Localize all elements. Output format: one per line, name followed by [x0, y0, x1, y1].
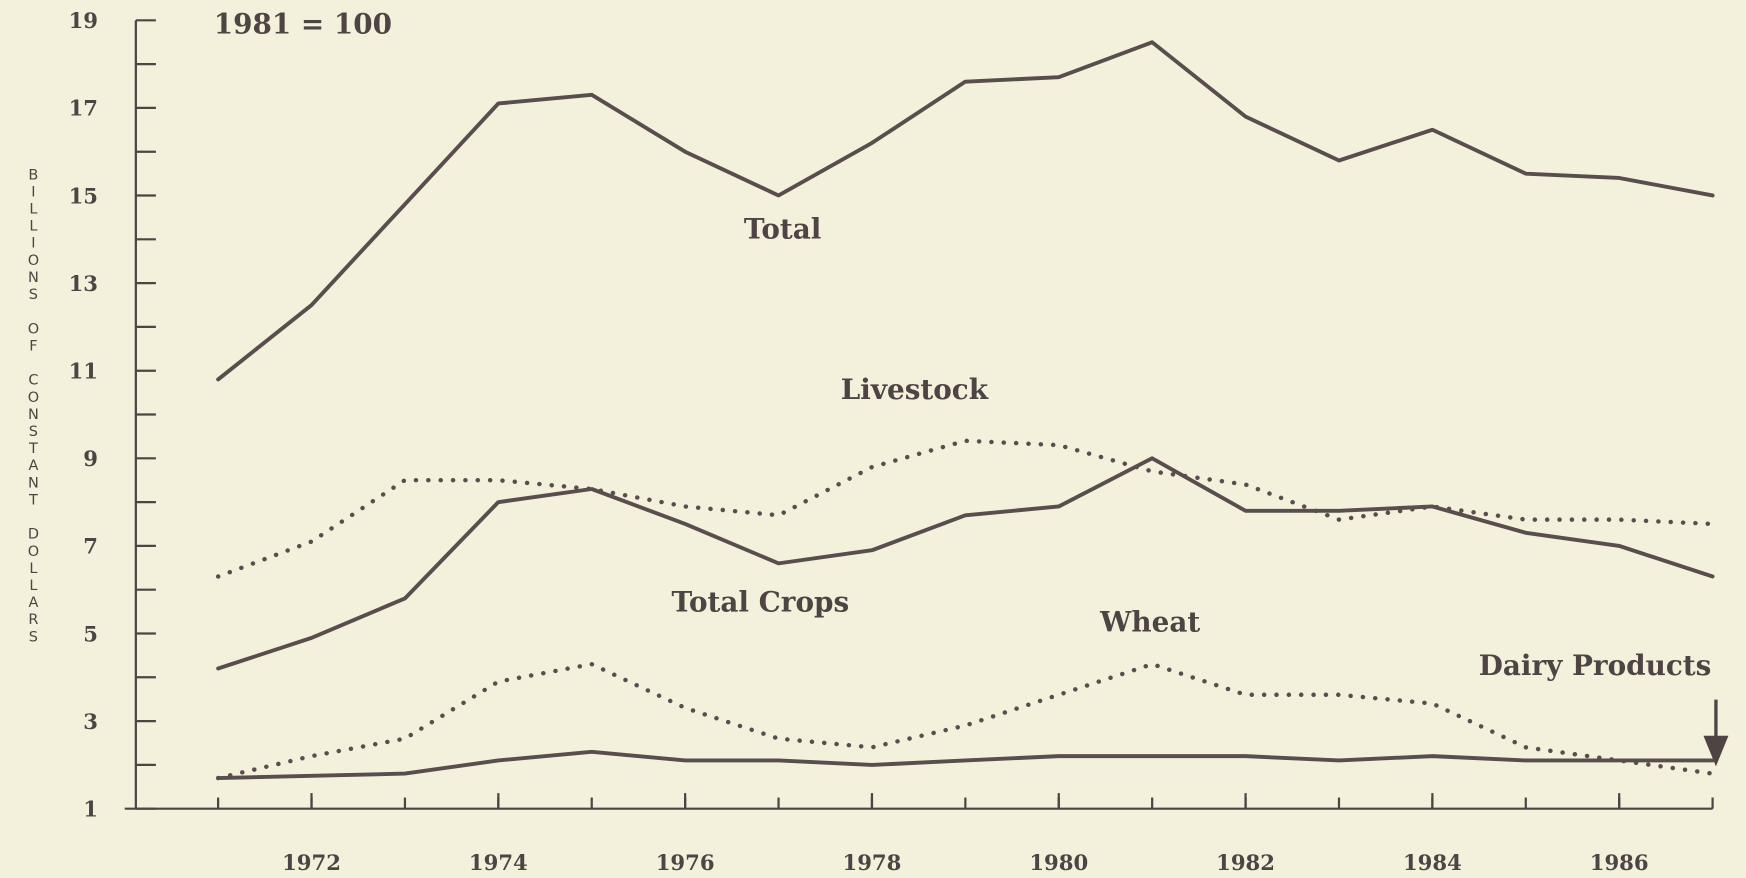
series-line — [216, 456, 1715, 671]
y-tick-label: 13 — [69, 271, 98, 296]
y-tick-label: 3 — [83, 709, 98, 734]
y-tick-label: 17 — [69, 96, 98, 121]
y-tick-label: 1 — [83, 796, 98, 821]
series-line — [216, 749, 1715, 781]
y-tick-label: 19 — [69, 8, 98, 33]
series-label: Total Crops — [671, 586, 849, 619]
series-label: Wheat — [1099, 606, 1200, 639]
arrow — [1703, 699, 1729, 767]
x-tick-label: 1986 — [1590, 850, 1649, 875]
x-tick-label: 1980 — [1029, 850, 1088, 875]
x-tick-label: 1978 — [843, 850, 902, 875]
series-label: Livestock — [841, 373, 989, 406]
x-tick-label: 1984 — [1403, 850, 1462, 875]
x-tick-label: 1976 — [656, 850, 715, 875]
y-tick-label: 7 — [83, 534, 98, 559]
x-tick-label: 1982 — [1216, 850, 1275, 875]
series-label: Dairy Products — [1479, 649, 1712, 682]
y-axis-label: BILLIONS OF CONSTANT DOLLARS — [25, 167, 41, 646]
y-tick-label: 15 — [69, 183, 98, 208]
y-tick-label: 5 — [83, 621, 98, 646]
y-tick-label: 9 — [83, 446, 98, 471]
x-tick-label: 1972 — [282, 850, 341, 875]
x-tick-label: 1974 — [469, 850, 528, 875]
series-line — [216, 40, 1715, 382]
y-tick-label: 11 — [69, 358, 98, 383]
annotation: 1981 = 100 — [214, 8, 392, 41]
series-label: Total — [744, 213, 822, 246]
series-line — [215, 438, 1715, 579]
